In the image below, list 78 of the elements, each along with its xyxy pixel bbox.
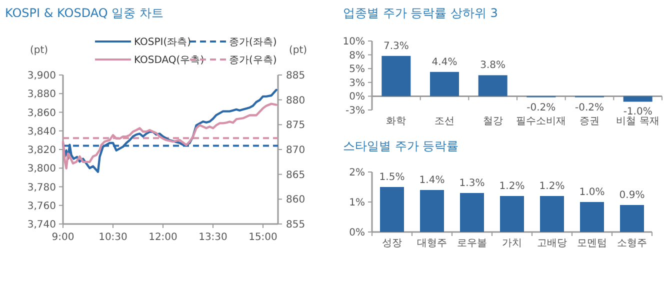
data-label: -1.0% xyxy=(623,106,652,118)
line-series xyxy=(62,88,278,173)
x-tick-label: 비철 목재 xyxy=(616,116,660,127)
bar xyxy=(580,202,604,232)
chart-title: 스타일별 주가 등락률 xyxy=(343,139,459,153)
y-tick-label: 3,800 xyxy=(27,164,56,175)
data-label: 4.4% xyxy=(432,56,458,68)
data-label: 1.2% xyxy=(539,181,565,192)
legend-label: KOSDAQ(우측) xyxy=(134,55,204,66)
line-series xyxy=(62,102,278,170)
x-tick-label: 화학 xyxy=(386,116,406,127)
data-label: 7.3% xyxy=(383,40,409,52)
bar xyxy=(382,56,411,96)
bar xyxy=(623,96,652,102)
x-tick-label: 12:00 xyxy=(148,232,178,243)
y-tick-label: 3% xyxy=(349,78,365,89)
y2-tick-label: 865 xyxy=(286,170,306,181)
x-tick-label: 가치 xyxy=(502,238,522,249)
y-tick-label: 3,740 xyxy=(27,220,56,230)
y-tick-label: 2% xyxy=(349,168,365,178)
bar xyxy=(500,196,524,232)
x-tick-label: 증권 xyxy=(580,116,600,127)
data-label: 1.2% xyxy=(499,181,525,192)
y-tick-label: 10% xyxy=(342,36,365,48)
data-label: -0.2% xyxy=(574,102,604,114)
y-tick-label: 8% xyxy=(349,50,365,62)
data-label: 3.8% xyxy=(480,60,506,72)
y2-tick-label: 880 xyxy=(286,95,306,106)
data-label: 1.0% xyxy=(579,187,605,198)
y-tick-label: 3,760 xyxy=(27,200,56,212)
bar xyxy=(478,75,508,96)
x-tick-label: 성장 xyxy=(382,238,402,249)
bar xyxy=(420,190,444,232)
x-tick-label: 모멘텀 xyxy=(577,238,607,249)
y-tick-label: 0% xyxy=(349,228,365,238)
y-tick-label: 0% xyxy=(349,92,365,103)
y-tick-label: 5% xyxy=(349,64,365,76)
bar xyxy=(460,193,484,232)
data-label: 1.5% xyxy=(379,172,405,183)
x-tick-label: 로우볼 xyxy=(457,238,487,249)
x-tick-label: 9:00 xyxy=(52,232,74,243)
x-tick-label: 15:00 xyxy=(248,232,278,243)
legend-label: KOSPI(좌측) xyxy=(134,37,192,48)
x-tick-label: 필수소비재 xyxy=(516,116,566,127)
x-tick-label: 조선 xyxy=(434,116,454,127)
y2-axis-title: (pt) xyxy=(288,45,308,56)
bar xyxy=(540,196,564,232)
bar xyxy=(380,187,404,232)
legend-label: 종가(좌측) xyxy=(229,37,277,48)
y2-tick-label: 855 xyxy=(286,220,306,230)
data-label: 1.3% xyxy=(459,178,485,189)
data-label: -0.2% xyxy=(526,102,556,114)
y2-tick-label: 870 xyxy=(286,145,306,156)
x-tick-label: 소형주 xyxy=(617,238,647,249)
bar xyxy=(430,72,459,96)
data-label: 1.4% xyxy=(419,175,445,186)
y2-tick-label: 860 xyxy=(286,194,306,206)
chart-title: 업종별 주가 등락률 상하위 3 xyxy=(343,6,498,20)
x-tick-label: 고배당 xyxy=(537,238,567,249)
chart-title: KOSPI & KOSDAQ 일중 차트 xyxy=(5,6,164,20)
y-tick-label: 3,820 xyxy=(27,145,56,156)
y2-tick-label: 875 xyxy=(286,120,306,132)
y-tick-label: 1% xyxy=(349,198,365,208)
y-axis-title: (pt) xyxy=(30,45,48,56)
y-tick-label: -3% xyxy=(346,106,365,116)
y-tick-label: 3,880 xyxy=(27,89,56,100)
x-tick-label: 대형주 xyxy=(417,238,447,249)
y-tick-label: 3,840 xyxy=(27,126,56,138)
x-tick-label: 13:30 xyxy=(198,232,228,243)
y-tick-label: 3,900 xyxy=(27,70,56,82)
x-tick-label: 철강 xyxy=(482,116,503,127)
data-label: 0.9% xyxy=(619,190,645,201)
bar xyxy=(620,205,644,232)
y-tick-label: 3,860 xyxy=(27,108,56,119)
y2-tick-label: 885 xyxy=(286,70,306,82)
y-tick-label: 3,780 xyxy=(27,182,56,194)
x-tick-label: 10:30 xyxy=(98,232,128,243)
legend-label: 종가(우측) xyxy=(229,55,277,66)
